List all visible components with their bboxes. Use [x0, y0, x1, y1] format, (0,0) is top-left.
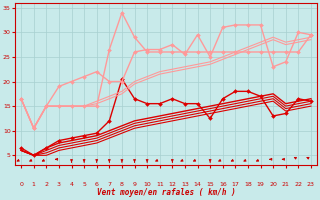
X-axis label: Vent moyen/en rafales ( km/h ): Vent moyen/en rafales ( km/h ): [97, 188, 236, 197]
